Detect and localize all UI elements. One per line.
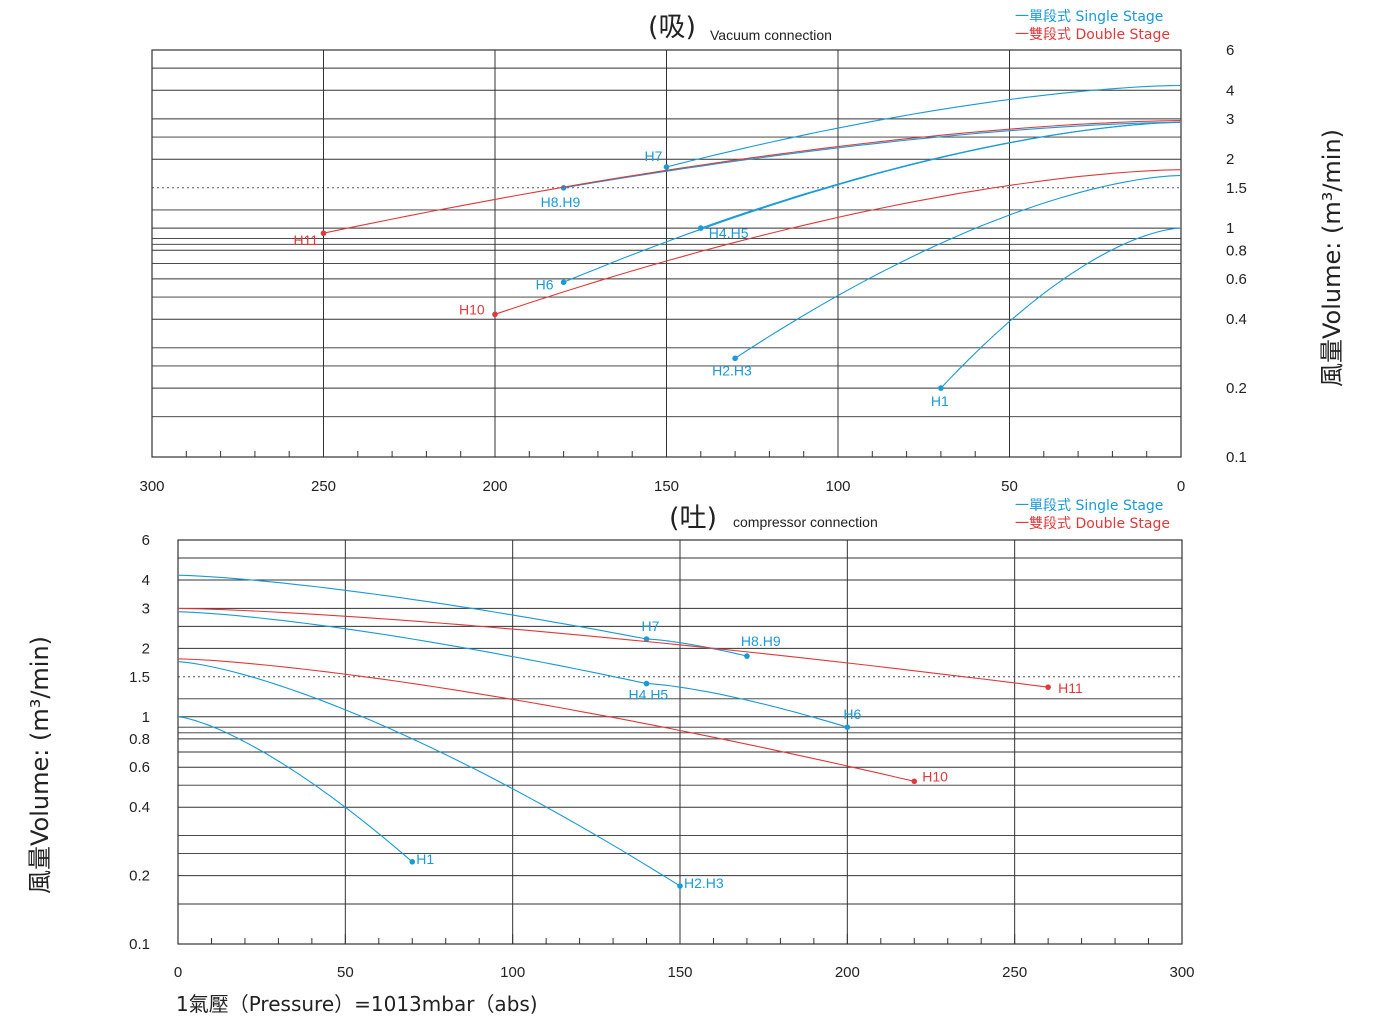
series-line-h4-h5 (177, 611, 647, 685)
series-label: H2.H3 (684, 875, 724, 891)
series-line-h2-h3 (177, 661, 681, 887)
y-tick-label: 0.1 (1226, 449, 1247, 466)
y-tick-label: 3 (1226, 111, 1234, 128)
x-tick-label: 0 (1177, 478, 1185, 495)
series-line-h6 (646, 683, 848, 728)
series-endpoint-h2-h3 (732, 355, 738, 362)
series-label: H7 (645, 148, 663, 164)
series-label: H6 (843, 706, 861, 722)
y-tick-label: 0.8 (1226, 242, 1247, 259)
y-tick-label: 1.5 (1226, 180, 1247, 197)
series-endpoint-h11 (1045, 684, 1051, 690)
series-label: H1 (416, 851, 434, 867)
x-tick-label: 300 (1169, 964, 1194, 981)
series-line-h1 (177, 716, 413, 863)
series-line-h10 (494, 169, 1182, 315)
x-tick-label: 250 (311, 478, 336, 495)
y-tick-label: 1 (142, 709, 150, 726)
y-tick-label: 0.4 (1226, 311, 1247, 328)
compressor-chart: 6 4 3 2 1.5 1 0.8 0.6 0.4 0.2 0.1 0 50 100 150 200 250 30… (26, 498, 1195, 981)
series-line-h8-h9 (646, 638, 748, 657)
series-label: H10 (459, 301, 485, 317)
x-tick-label: 100 (500, 964, 525, 981)
y-tick-label: 2 (1226, 151, 1234, 168)
series-endpoint-h10 (492, 311, 498, 318)
series-label: H2.H3 (712, 362, 752, 378)
y-tick-label: 0.2 (1226, 380, 1247, 397)
chart-title-cn: (吸) (648, 12, 696, 43)
pressure-note: 1氣壓（Pressure）=1013mbar（abs) (176, 992, 538, 1016)
series-label: H1 (931, 393, 949, 409)
series-label: H4.H5 (629, 687, 669, 703)
y-tick-label: 1.5 (129, 669, 150, 686)
series-line-h8-h9 (563, 121, 1182, 189)
x-tick-label: 150 (654, 478, 679, 495)
x-tick-label: 0 (174, 964, 182, 981)
chart-title-en: compressor connection (733, 514, 878, 530)
chart-title-cn: (吐) (669, 503, 717, 534)
series-endpoint-h10 (911, 778, 918, 785)
series-label: H6 (536, 276, 554, 292)
x-tick-label: 200 (835, 964, 860, 981)
series-label: H11 (1058, 680, 1083, 696)
y-tick-label: 0.6 (129, 759, 150, 776)
series-endpoint-h1 (938, 385, 944, 391)
series-label: H4.H5 (709, 225, 749, 241)
series-line-h11 (177, 607, 1049, 688)
x-tick-label: 100 (825, 478, 850, 495)
series-line-h10 (177, 658, 915, 782)
y-tick-label: 4 (142, 572, 150, 589)
series-endpoint-h1 (409, 859, 416, 865)
series-endpoint-h8-h9 (744, 653, 750, 659)
series-line-h11 (323, 120, 1182, 234)
x-tick-label: 200 (482, 478, 507, 495)
x-tick-label: 50 (1001, 478, 1018, 495)
series-label: H11 (294, 232, 319, 248)
y-tick-label: 6 (1226, 42, 1234, 59)
series-endpoint-h6 (560, 279, 567, 286)
legend-single-stage: 一單段式 Single Stage (1015, 9, 1163, 25)
series-label: H7 (642, 618, 660, 634)
y-tick-label: 6 (142, 532, 150, 549)
series-label: H8.H9 (741, 633, 781, 649)
y-tick-label: 0.8 (129, 731, 150, 748)
series-endpoint-h6 (844, 724, 851, 730)
y-tick-label: 3 (142, 600, 150, 617)
series-line-h7 (666, 84, 1182, 168)
series-endpoint-h2-h3 (677, 883, 683, 889)
series-line-h7 (177, 574, 647, 640)
x-tick-label: 150 (667, 964, 692, 981)
legend-double-stage: 一雙段式 Double Stage (1015, 516, 1170, 532)
series-endpoint-h7 (663, 164, 670, 170)
chart-title-en: Vacuum connection (710, 27, 832, 43)
series-line-h2-h3 (734, 174, 1182, 359)
y-tick-label: 4 (1226, 82, 1234, 99)
series-label: H10 (922, 768, 948, 784)
vacuum-chart: 6 4 3 2 1.5 1 0.8 0.6 0.4 0.2 0.1 300 250 200 150 100 50… (139, 9, 1346, 495)
y-tick-label: 2 (142, 640, 150, 657)
y-tick-label: 0.6 (1226, 271, 1247, 288)
legend-single-stage: 一單段式 Single Stage (1015, 498, 1163, 514)
series-line-h6 (563, 121, 1182, 283)
y-axis-label: 風量Volume: (m³/min) (26, 636, 54, 894)
x-tick-label: 250 (1002, 964, 1027, 981)
y-tick-label: 0.4 (129, 799, 150, 816)
y-tick-label: 1 (1226, 220, 1234, 237)
series-line-h4-h5 (700, 121, 1182, 229)
y-tick-label: 0.2 (129, 868, 150, 885)
series-endpoint-h11 (320, 230, 327, 237)
x-tick-label: 50 (337, 964, 354, 981)
x-tick-label: 300 (139, 478, 164, 495)
legend-double-stage: 一雙段式 Double Stage (1015, 27, 1170, 43)
y-axis-label: 風量Volume: (m³/min) (1318, 129, 1346, 387)
series-label: H8.H9 (541, 194, 581, 210)
y-tick-label: 0.1 (129, 936, 150, 953)
series-line-h1 (940, 227, 1182, 389)
